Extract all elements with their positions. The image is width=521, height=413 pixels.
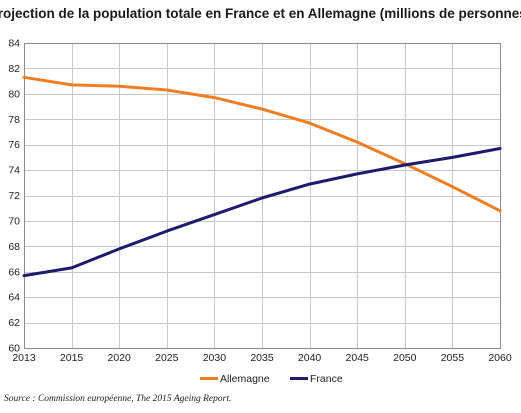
y-tick-label: 72: [8, 190, 20, 202]
y-tick-label: 82: [8, 63, 20, 75]
y-tick-label: 66: [8, 266, 20, 278]
legend-label-france: France: [310, 373, 343, 385]
x-tick-label: 2040: [298, 352, 322, 364]
legend: Allemagne France: [200, 373, 343, 385]
x-tick-label: 2050: [393, 352, 417, 364]
x-tick-label: 2013: [12, 352, 36, 364]
y-tick-label: 62: [8, 317, 20, 329]
chart-title: Projection de la population totale en Fr…: [0, 6, 521, 21]
y-tick-label: 80: [8, 88, 20, 100]
source-note: Source : Commission européenne, The 2015…: [4, 394, 231, 404]
y-tick-label: 60: [8, 343, 20, 355]
y-tick-label: 70: [8, 215, 20, 227]
grid: [24, 43, 500, 348]
series-line-france: [22, 147, 502, 278]
y-tick-label: 64: [8, 292, 20, 304]
x-tick-label: 2035: [250, 352, 274, 364]
x-tick-label: 2015: [60, 352, 84, 364]
y-tick-label: 76: [8, 139, 20, 151]
x-tick-label: 2055: [441, 352, 465, 364]
x-axis: 2013 2015 2020 2025 2030 2035 2040 2045 2050 2055…: [12, 352, 512, 364]
plot-frame: [24, 43, 501, 349]
x-tick-label: 2025: [155, 352, 179, 364]
series-line-allemagne: [22, 75, 502, 213]
y-tick-label: 68: [8, 241, 20, 253]
y-axis: 60 62 64 66 68 70 72 74 76 78 80 82 84: [8, 38, 20, 355]
legend-label-allemagne: Allemagne: [220, 373, 270, 385]
y-tick-label: 78: [8, 114, 20, 126]
x-tick-label: 2020: [108, 352, 132, 364]
x-tick-label: 2030: [203, 352, 227, 364]
y-tick-label: 74: [8, 165, 20, 177]
series-group: [22, 75, 502, 278]
x-tick-label: 2060: [488, 352, 512, 364]
x-tick-label: 2045: [346, 352, 370, 364]
y-tick-label: 84: [8, 38, 20, 50]
